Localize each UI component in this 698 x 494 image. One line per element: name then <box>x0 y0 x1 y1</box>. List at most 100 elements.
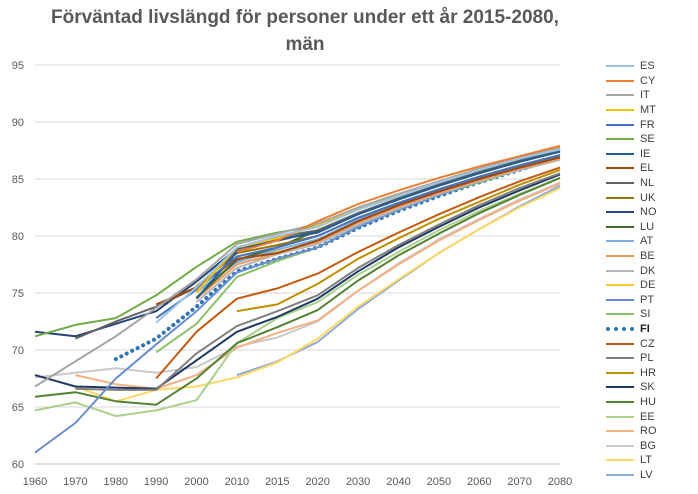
series-line-cy <box>236 144 561 253</box>
x-tick-label: 1970 <box>63 476 87 488</box>
legend-label: NL <box>640 177 655 190</box>
legend-item-fr: FR <box>606 117 696 132</box>
legend-label: PL <box>640 352 654 365</box>
series-line-es <box>155 148 561 324</box>
legend-label: IE <box>640 147 651 160</box>
legend-swatch <box>606 269 634 272</box>
legend-item-es: ES <box>606 59 696 74</box>
legend-label: ES <box>640 60 655 73</box>
legend-item-bg: BG <box>606 438 696 453</box>
legend-item-no: NO <box>606 205 696 220</box>
series-line-fi <box>113 155 562 362</box>
x-tick-label: 2070 <box>507 476 531 488</box>
legend-label: LT <box>640 454 653 467</box>
y-tick-label: 75 <box>12 288 24 300</box>
legend-label: EL <box>640 162 654 175</box>
legend-swatch <box>606 109 634 112</box>
legend-label: SE <box>640 133 655 146</box>
legend-label: SI <box>640 308 651 321</box>
x-tick-label: 1990 <box>144 476 168 488</box>
legend-swatch <box>606 225 634 228</box>
legend-item-hr: HR <box>606 365 696 380</box>
series-line-fr <box>155 154 561 319</box>
legend-swatch <box>606 400 634 403</box>
legend-label: HR <box>640 366 656 379</box>
x-tick-label: 2015 <box>265 476 289 488</box>
y-tick-label: 70 <box>12 345 24 357</box>
x-tick-label: 2040 <box>386 476 410 488</box>
legend-item-sk: SK <box>606 380 696 395</box>
legend-swatch <box>606 196 634 199</box>
legend-label: DK <box>640 264 656 277</box>
x-tick-label: 2080 <box>548 476 572 488</box>
series-line-pl <box>75 172 561 391</box>
legend-item-at: AT <box>606 234 696 249</box>
legend-swatch <box>606 473 634 476</box>
y-tick-label: 90 <box>12 117 24 129</box>
y-tick-label: 80 <box>12 231 24 243</box>
legend-label: BG <box>640 439 656 452</box>
legend-swatch <box>606 342 634 345</box>
series-line-cz <box>155 166 561 380</box>
gridlines <box>35 64 560 408</box>
y-tick-label: 95 <box>12 60 24 72</box>
legend-swatch <box>606 123 634 126</box>
legend-swatch <box>606 167 634 170</box>
legend-item-ro: RO <box>606 424 696 439</box>
legend-swatch <box>606 444 634 447</box>
legend-swatch <box>606 326 634 331</box>
legend-label: LU <box>640 220 655 233</box>
legend-label: EE <box>640 410 655 423</box>
y-axis: 60 65 70 75 80 85 90 95 <box>12 60 24 471</box>
legend-item-ie: IE <box>606 147 696 162</box>
x-tick-label: 1960 <box>23 476 47 488</box>
legend-swatch <box>606 79 634 82</box>
legend-label: MT <box>640 104 656 117</box>
legend-item-cz: CZ <box>606 336 696 351</box>
legend-label: DE <box>640 279 656 292</box>
legend-item-se: SE <box>606 132 696 147</box>
x-tick-label: 2020 <box>305 476 329 488</box>
x-tick-label: 1980 <box>104 476 128 488</box>
legend-item-el: EL <box>606 161 696 176</box>
legend-item-lu: LU <box>606 220 696 235</box>
legend-label: IT <box>640 89 650 102</box>
series-line-be <box>195 157 561 300</box>
legend: ES CY IT MT FR SE IE EL NL UK NO LU AT BE DK DE PT SI FI CZ… <box>606 59 696 482</box>
legend-label: LV <box>640 468 653 481</box>
x-tick-label: 2030 <box>346 476 370 488</box>
legend-label: HU <box>640 395 656 408</box>
x-tick-labels: 1960 1970 1980 1990 2000 2010 2015 2020 2030 2040… <box>23 476 572 488</box>
legend-item-fi: FI <box>606 322 696 337</box>
legend-label: NO <box>640 206 657 219</box>
legend-label: BE <box>640 250 655 263</box>
legend-label: PT <box>640 293 655 306</box>
y-tick-label: 65 <box>12 402 24 414</box>
legend-item-hu: HU <box>606 395 696 410</box>
legend-label: FI <box>640 322 650 335</box>
line-chart: 60 65 70 75 80 85 90 95 1960 1970 1980 1990 2000 201… <box>12 60 572 488</box>
chart-title-line-1: Förväntad livslängd för personer under e… <box>51 7 559 28</box>
x-tick-label: 2060 <box>467 476 491 488</box>
legend-swatch <box>606 152 634 155</box>
legend-swatch <box>606 211 634 214</box>
legend-label: RO <box>640 425 657 438</box>
legend-item-pl: PL <box>606 351 696 366</box>
x-tick-label: 2000 <box>184 476 208 488</box>
legend-swatch <box>606 240 634 243</box>
legend-item-lt: LT <box>606 453 696 468</box>
legend-item-mt: MT <box>606 103 696 118</box>
chart-title: Förväntad livslängd för personer under e… <box>0 4 610 58</box>
legend-swatch <box>606 386 634 389</box>
chart-title-line-2: män <box>285 34 325 55</box>
legend-swatch <box>606 357 634 360</box>
series-lines <box>34 144 562 454</box>
x-tick-label: 2050 <box>427 476 451 488</box>
legend-item-si: SI <box>606 307 696 322</box>
legend-label: SK <box>640 381 655 394</box>
series-line-hr <box>236 168 561 313</box>
legend-item-it: IT <box>606 88 696 103</box>
legend-swatch <box>606 459 634 462</box>
legend-item-de: DE <box>606 278 696 293</box>
series-line-sk <box>34 173 561 390</box>
